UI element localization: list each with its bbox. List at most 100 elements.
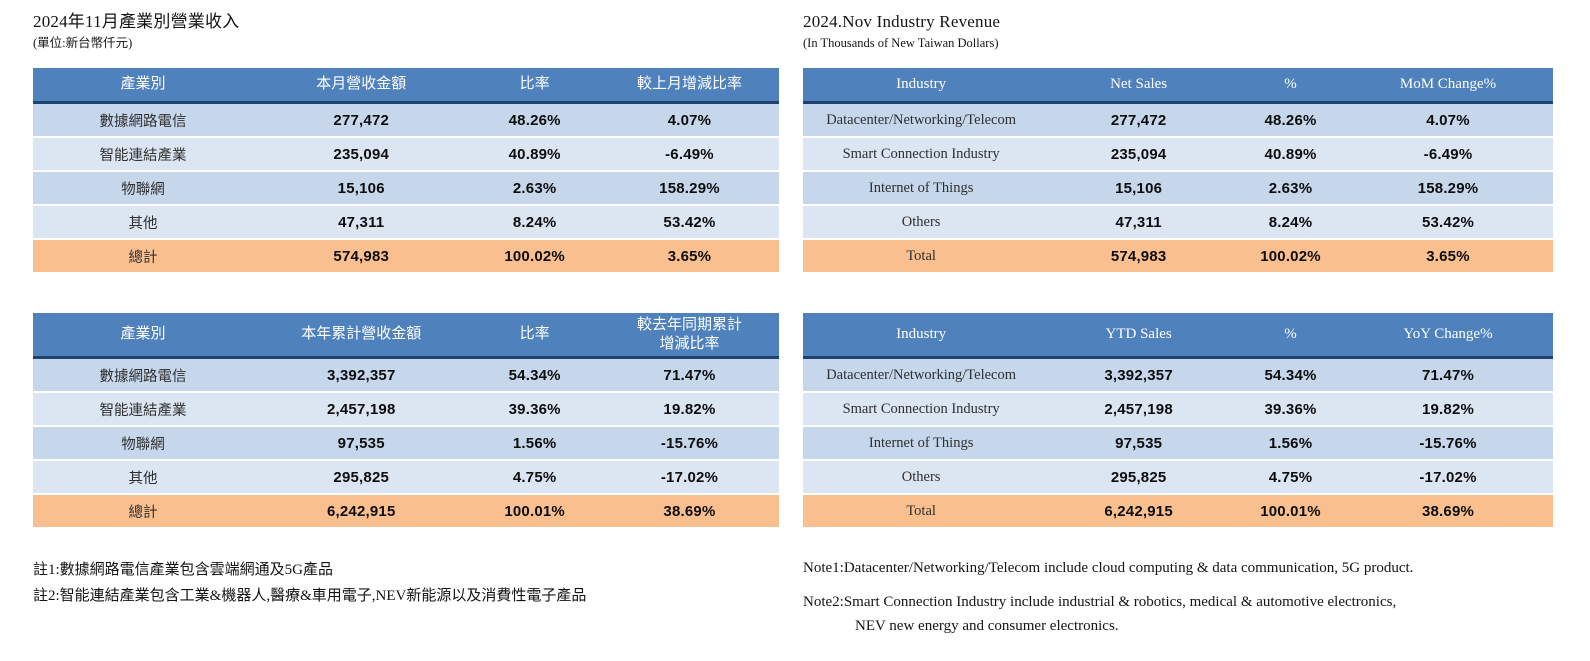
header-row: 產業別 本月營收金額 比率 較上月增減比率 — [33, 68, 779, 104]
value-cell: 97,535 — [1039, 425, 1238, 460]
monthly-revenue-table-en: Industry Net Sales% MoM Change% Datacenter/… — [803, 68, 1553, 272]
ytd-revenue-table-zh: 產業別 本年累計營收金額 比率 較去年同期累計 增減比率 數據網路電信 3,392,357… — [33, 313, 779, 527]
column-header: 較上月增減比率 — [599, 68, 779, 104]
value-cell: 295,825 — [253, 459, 470, 494]
value-cell: 1.56% — [1238, 425, 1343, 460]
value-cell: 15,106 — [253, 170, 470, 205]
value-cell: 97,535 — [253, 425, 470, 460]
row-label: Total — [803, 493, 1040, 527]
value-cell: 53.42% — [599, 204, 779, 239]
value-cell: 40.89% — [469, 136, 600, 171]
value-cell: 54.34% — [1238, 357, 1343, 392]
table-row: 數據網路電信 3,392,357 54.34% 71.47% — [33, 357, 779, 392]
table-row: Others 47,311 8.24% 53.42% — [803, 204, 1553, 239]
notes-en: Note1:Datacenter/Networking/Telecom incl… — [803, 557, 1553, 637]
notes-zh: 註1:數據網路電信產業包含雲端網通及5G產品 註2:智能連結產業包含工業&機器人… — [33, 557, 779, 609]
value-cell: 235,094 — [253, 136, 470, 171]
value-cell: -15.76% — [1343, 425, 1553, 460]
value-cell: -6.49% — [1343, 136, 1553, 171]
value-cell: 3,392,357 — [253, 357, 470, 392]
value-cell: 2,457,198 — [1039, 391, 1238, 426]
value-cell: 235,094 — [1039, 136, 1238, 171]
table-row: 智能連結產業 235,094 40.89% -6.49% — [33, 136, 779, 171]
table-row: 物聯網 97,535 1.56% -15.76% — [33, 425, 779, 460]
value-cell: 53.42% — [1343, 204, 1553, 239]
section-title-zh: 2024年11月產業別營業收入 — [33, 12, 240, 31]
value-cell: -6.49% — [599, 136, 779, 171]
column-header: Industry — [803, 68, 1040, 104]
row-label: 智能連結產業 — [33, 391, 254, 426]
row-label: Datacenter/Networking/Telecom — [803, 102, 1040, 137]
row-label: 總計 — [33, 493, 254, 527]
column-header: 本月營收金額 — [253, 68, 470, 104]
monthly-revenue-table-zh: 產業別 本月營收金額 比率 較上月增減比率 數據網路電信 277,472 48.26% 4.0… — [33, 68, 779, 272]
column-header: YoY Change% — [1343, 313, 1553, 359]
row-label: Internet of Things — [803, 170, 1040, 205]
column-header: 較去年同期累計 增減比率 — [599, 313, 779, 359]
value-cell: 4.75% — [1238, 459, 1343, 494]
value-cell: 6,242,915 — [1039, 493, 1238, 527]
table-row: Smart Connection Industry 235,094 40.89% -6… — [803, 136, 1553, 171]
value-cell: 6,242,915 — [253, 493, 470, 527]
value-cell: -17.02% — [599, 459, 779, 494]
value-cell: 47,311 — [1039, 204, 1238, 239]
header-row: Industry YTD Sales% YoY Change% — [803, 313, 1553, 359]
value-cell: 48.26% — [469, 102, 600, 137]
column-header: Industry — [803, 313, 1040, 359]
value-cell: 100.02% — [1238, 238, 1343, 272]
table-row: 其他 47,311 8.24% 53.42% — [33, 204, 779, 239]
table-row: Datacenter/Networking/Telecom 277,472 48.2… — [803, 102, 1553, 137]
row-label: 總計 — [33, 238, 254, 272]
ytd-revenue-table-en: Industry YTD Sales% YoY Change% Datacenter/… — [803, 313, 1553, 527]
value-cell: 71.47% — [599, 357, 779, 392]
value-cell: 48.26% — [1238, 102, 1343, 137]
value-cell: 1.56% — [469, 425, 600, 460]
total-row: 總計 574,983 100.02% 3.65% — [33, 238, 779, 272]
table-row: 智能連結產業 2,457,198 39.36% 19.82% — [33, 391, 779, 426]
column-header: YTD Sales — [1039, 313, 1238, 359]
value-cell: -15.76% — [599, 425, 779, 460]
value-cell: 54.34% — [469, 357, 600, 392]
column-header: 比率 — [469, 68, 600, 104]
value-cell: 574,983 — [253, 238, 470, 272]
row-label: 數據網路電信 — [33, 357, 254, 392]
value-cell: 19.82% — [1343, 391, 1553, 426]
right-section: 2024.Nov Industry Revenue (In Thousands … — [803, 10, 1553, 649]
column-header: Net Sales — [1039, 68, 1238, 104]
value-cell: 3,392,357 — [1039, 357, 1238, 392]
note2-zh: 註2:智能連結產業包含工業&機器人,醫療&車用電子,NEV新能源以及消費性電子產… — [33, 588, 587, 604]
row-label: Others — [803, 204, 1040, 239]
row-label: 智能連結產業 — [33, 136, 254, 171]
section-subtitle-zh: (單位:新台幣仟元) — [33, 36, 133, 50]
value-cell: 3.65% — [1343, 238, 1553, 272]
value-cell: 4.07% — [599, 102, 779, 137]
value-cell: 71.47% — [1343, 357, 1553, 392]
row-label: 物聯網 — [33, 425, 254, 460]
table-row: Internet of Things 15,106 2.63% 158.29% — [803, 170, 1553, 205]
table-row: Datacenter/Networking/Telecom 3,392,357 54… — [803, 357, 1553, 392]
row-label: 數據網路電信 — [33, 102, 254, 137]
value-cell: 2.63% — [469, 170, 600, 205]
value-cell: 158.29% — [599, 170, 779, 205]
column-header: MoM Change% — [1343, 68, 1553, 104]
section-title-en: 2024.Nov Industry Revenue — [803, 12, 1001, 31]
column-header: 產業別 — [33, 68, 254, 104]
value-cell: 8.24% — [1238, 204, 1343, 239]
table-row: Smart Connection Industry 2,457,198 39.36%… — [803, 391, 1553, 426]
value-cell: 4.75% — [469, 459, 600, 494]
value-cell: 100.02% — [469, 238, 600, 272]
row-label: Internet of Things — [803, 425, 1040, 460]
total-row: Total 6,242,915 100.01% 38.69% — [803, 493, 1553, 527]
value-cell: 47,311 — [253, 204, 470, 239]
table-row: 數據網路電信 277,472 48.26% 4.07% — [33, 102, 779, 137]
column-header: % — [1238, 68, 1343, 104]
value-cell: 38.69% — [1343, 493, 1553, 527]
total-row: 總計 6,242,915 100.01% 38.69% — [33, 493, 779, 527]
column-header: % — [1238, 313, 1343, 359]
value-cell: 100.01% — [1238, 493, 1343, 527]
row-label: Smart Connection Industry — [803, 136, 1040, 171]
value-cell: 39.36% — [1238, 391, 1343, 426]
note1-en: Note1:Datacenter/Networking/Telecom incl… — [803, 560, 1414, 576]
table-row: Internet of Things 97,535 1.56% -15.76% — [803, 425, 1553, 460]
